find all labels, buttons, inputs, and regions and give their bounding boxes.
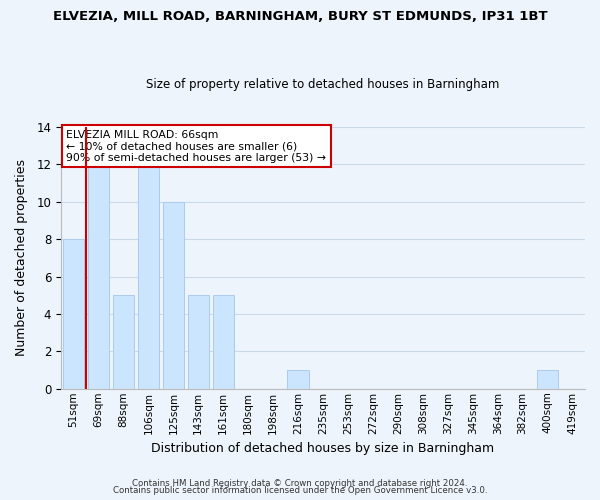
Bar xyxy=(138,164,159,389)
Title: Size of property relative to detached houses in Barningham: Size of property relative to detached ho… xyxy=(146,78,500,91)
Bar xyxy=(212,295,234,389)
Y-axis label: Number of detached properties: Number of detached properties xyxy=(15,160,28,356)
Bar xyxy=(537,370,558,389)
Bar xyxy=(113,295,134,389)
Bar xyxy=(63,239,84,389)
X-axis label: Distribution of detached houses by size in Barningham: Distribution of detached houses by size … xyxy=(151,442,494,455)
Text: ELVEZIA, MILL ROAD, BARNINGHAM, BURY ST EDMUNDS, IP31 1BT: ELVEZIA, MILL ROAD, BARNINGHAM, BURY ST … xyxy=(53,10,547,23)
Bar xyxy=(88,164,109,389)
Bar xyxy=(163,202,184,389)
Bar xyxy=(287,370,308,389)
Text: ELVEZIA MILL ROAD: 66sqm
← 10% of detached houses are smaller (6)
90% of semi-de: ELVEZIA MILL ROAD: 66sqm ← 10% of detach… xyxy=(66,130,326,162)
Text: Contains public sector information licensed under the Open Government Licence v3: Contains public sector information licen… xyxy=(113,486,487,495)
Bar xyxy=(188,295,209,389)
Text: Contains HM Land Registry data © Crown copyright and database right 2024.: Contains HM Land Registry data © Crown c… xyxy=(132,478,468,488)
